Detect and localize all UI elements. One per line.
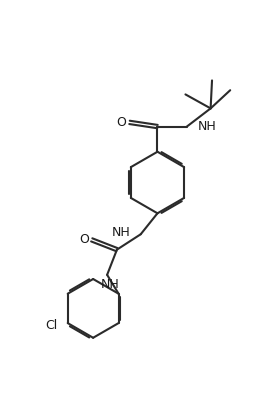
Text: Cl: Cl (46, 319, 58, 333)
Text: O: O (117, 116, 127, 129)
Text: NH: NH (197, 120, 216, 133)
Text: O: O (79, 233, 89, 246)
Text: NH: NH (100, 278, 119, 291)
Text: NH: NH (111, 226, 130, 239)
